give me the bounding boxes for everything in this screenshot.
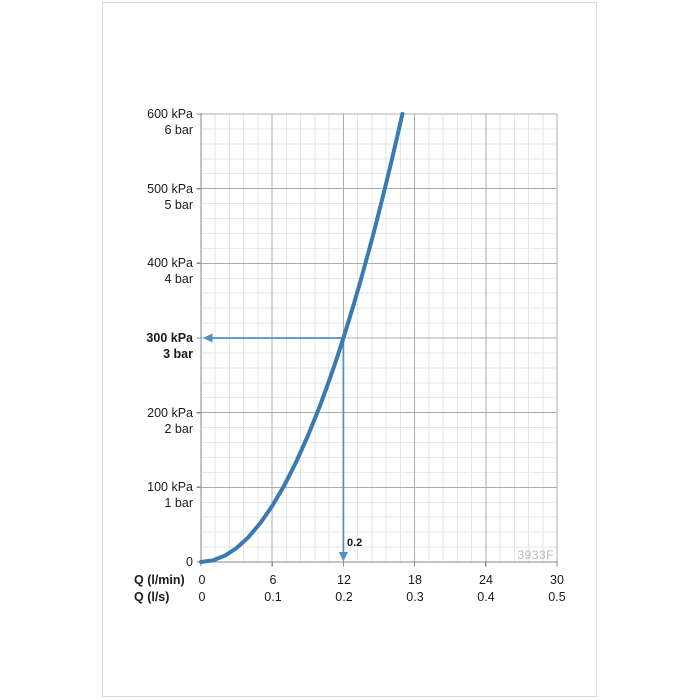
x-tick-ls: 0.2 — [335, 590, 353, 604]
x-tick-ls: 0.1 — [264, 590, 282, 604]
x-tick-ls: 0.4 — [477, 590, 495, 604]
y-tick-bar-label: 6 bar — [164, 123, 194, 137]
y-tick-500kpa: 500 kPa 5 bar — [105, 181, 193, 213]
x-axis-title-ls: Q (l/s) — [134, 590, 170, 604]
x-tick-lmin: 0 — [198, 573, 206, 587]
x-tick-ls: 0.5 — [548, 590, 566, 604]
x-axis-title-lmin: Q (l/min) — [134, 573, 185, 587]
y-tick-origin: 0 — [186, 555, 193, 569]
y-tick-600kpa: 600 kPa 6 bar — [105, 106, 193, 138]
y-tick-200kpa: 200 kPa 2 bar — [105, 405, 193, 437]
x-tick-lmin: 24 — [479, 573, 493, 587]
pressure-loss-curve — [199, 112, 405, 564]
y-tick-kpa-label: 100 kPa — [147, 480, 193, 494]
flow-annotation-label: 0.2 — [347, 537, 363, 549]
y-tick-kpa-label: 400 kPa — [147, 256, 193, 270]
y-tick-kpa-label: 600 kPa — [147, 107, 193, 121]
x-tick-ls: 0.3 — [406, 590, 424, 604]
reference-code-watermark: 3933F — [517, 548, 554, 562]
x-tick-lmin: 30 — [550, 573, 564, 587]
y-tick-100kpa: 100 kPa 1 bar — [105, 479, 193, 511]
y-tick-kpa-label: 500 kPa — [147, 182, 193, 196]
x-tick-lmin: 6 — [269, 573, 277, 587]
y-tick-bar-label: 3 bar — [163, 347, 193, 361]
x-tick-lmin: 18 — [408, 573, 422, 587]
flow-pressure-chart — [196, 112, 558, 567]
y-tick-kpa-label: 200 kPa — [147, 406, 193, 420]
x-tick-ls: 0 — [198, 590, 206, 604]
y-tick-bar-label: 4 bar — [164, 272, 194, 286]
y-tick-bar-label: 1 bar — [164, 496, 194, 510]
x-tick-lmin: 12 — [337, 573, 351, 587]
y-tick-300kpa-highlighted: 300 kPa 3 bar — [105, 330, 193, 362]
y-tick-bar-label: 2 bar — [164, 422, 194, 436]
y-tick-400kpa: 400 kPa 4 bar — [105, 255, 193, 287]
y-tick-bar-label: 5 bar — [164, 198, 194, 212]
y-tick-kpa-label: 300 kPa — [146, 331, 193, 345]
